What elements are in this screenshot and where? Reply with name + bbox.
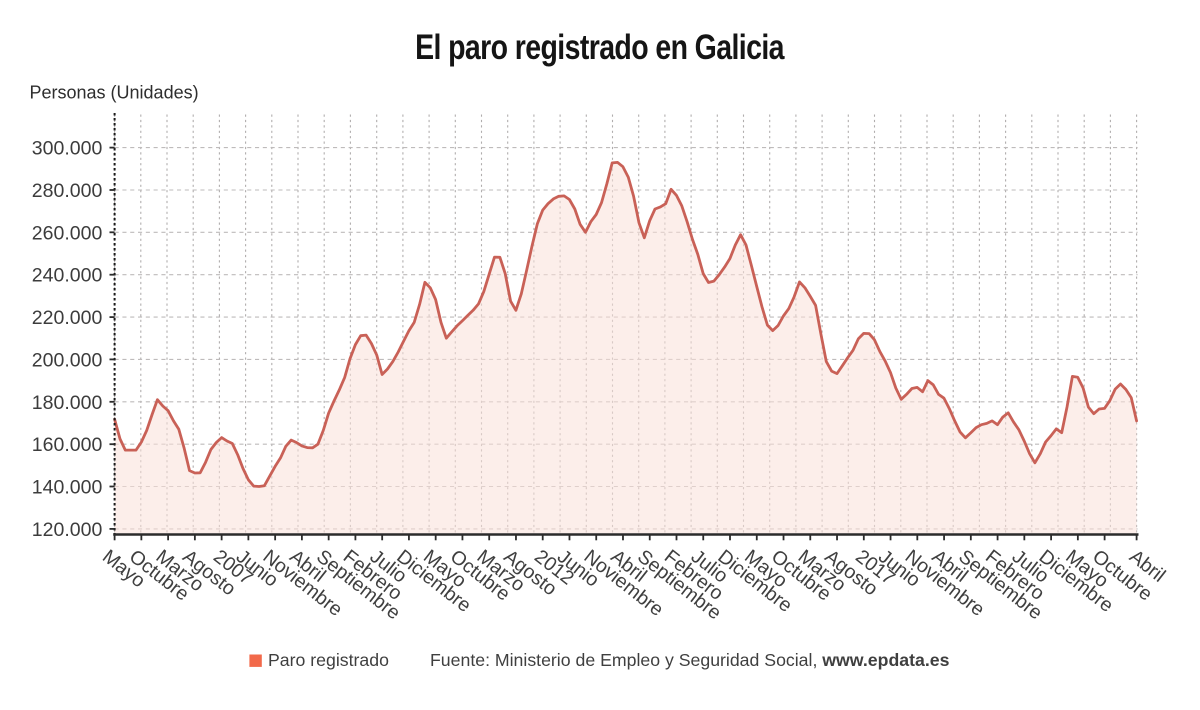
svg-text:Paro registrado: Paro registrado	[268, 650, 389, 670]
svg-text:180.000: 180.000	[32, 392, 103, 414]
svg-text:El paro registrado en Galicia: El paro registrado en Galicia	[415, 27, 785, 66]
svg-text:140.000: 140.000	[32, 477, 103, 499]
svg-text:Fuente: Ministerio de Empleo y: Fuente: Ministerio de Empleo y Seguridad…	[430, 650, 950, 670]
svg-text:260.000: 260.000	[32, 222, 103, 244]
svg-text:120.000: 120.000	[32, 519, 103, 541]
svg-text:220.000: 220.000	[32, 307, 103, 329]
svg-text:Personas (Unidades): Personas (Unidades)	[30, 82, 199, 102]
svg-text:160.000: 160.000	[32, 434, 103, 456]
svg-text:200.000: 200.000	[32, 349, 103, 371]
svg-text:240.000: 240.000	[32, 265, 103, 287]
svg-text:280.000: 280.000	[32, 180, 103, 202]
svg-text:300.000: 300.000	[32, 138, 103, 160]
